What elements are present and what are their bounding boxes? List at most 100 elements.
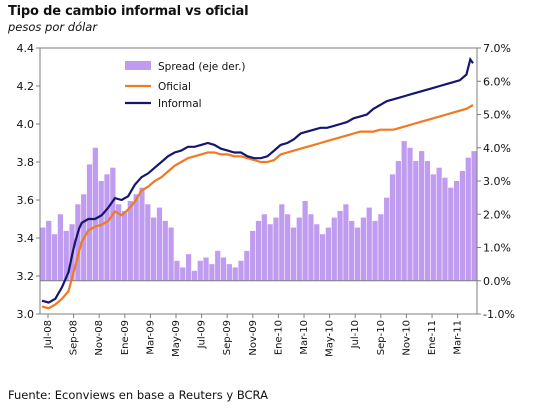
x-axis-tick-label: Sep-10 — [376, 320, 387, 355]
spread-bar — [255, 220, 262, 281]
spread-bar — [308, 214, 314, 281]
spread-bar — [337, 210, 343, 281]
right-axis-tick-label: -1.0% — [483, 308, 515, 321]
spread-bar — [378, 214, 384, 281]
spread-bar — [238, 260, 244, 281]
spread-bar — [407, 147, 413, 281]
spread-bar — [360, 217, 366, 281]
legend: Spread (eje der.) Oficial Informal — [125, 61, 246, 110]
spread-bar — [127, 200, 133, 281]
spread-bar — [151, 217, 157, 281]
spread-bar — [261, 214, 267, 281]
spread-bar — [191, 270, 198, 281]
spread-bar — [46, 220, 52, 281]
spread-bar — [162, 220, 168, 281]
right-axis: -1.0% 0.0% 1.0% 2.0% 3.0% 4.0% 5.0% 6.0% 7.0% — [477, 42, 515, 321]
spread-bar — [267, 224, 273, 281]
spread-bar — [354, 227, 361, 281]
spread-bar — [232, 267, 238, 281]
x-axis-tick-label: May-10 — [325, 320, 336, 357]
x-axis-tick-label: Nov-08 — [94, 320, 105, 356]
left-axis: 3.0 3.2 3.4 3.6 3.8 4.0 4.2 4.4 — [17, 42, 40, 321]
spread-bar — [40, 227, 46, 281]
legend-label-spread: Spread (eje der.) — [158, 61, 246, 73]
legend-swatch-spread — [125, 61, 151, 70]
x-axis-tick-label: Sep-09 — [222, 320, 233, 355]
x-axis-tick-label: Nov-10 — [401, 320, 412, 356]
spread-bar — [215, 250, 221, 281]
x-axis-tick-label: Ene-09 — [120, 320, 131, 355]
spread-bar — [389, 174, 396, 281]
left-axis-tick-label: 3.8 — [17, 156, 35, 169]
spread-bar — [436, 167, 442, 281]
spread-bar — [98, 181, 104, 281]
right-axis-tick-label: 4.0% — [483, 142, 511, 155]
series-line-oficial — [41, 104, 474, 310]
spread-bar — [302, 200, 308, 281]
x-axis: Jul-08 Sep-08 Nov-08 Ene-09 Mar-09 May-09 Jul-… — [43, 314, 464, 357]
left-axis-tick-label: 3.4 — [17, 232, 35, 245]
x-axis-tick-label: Mar-11 — [453, 320, 464, 355]
spread-bar — [220, 257, 227, 281]
x-axis-tick-label: Ene-11 — [427, 320, 438, 355]
spread-bar — [145, 204, 151, 281]
spread-bar — [424, 161, 431, 281]
series-line-informal — [41, 56, 474, 304]
spread-bar — [168, 227, 174, 281]
left-axis-tick-label: 3.6 — [17, 194, 35, 207]
legend-label-oficial: Oficial — [158, 81, 191, 93]
spread-bar — [51, 234, 58, 281]
spread-bar — [296, 217, 302, 281]
right-axis-tick-label: 1.0% — [483, 242, 511, 255]
left-axis-tick-label: 3.2 — [17, 270, 35, 283]
legend-label-informal: Informal — [158, 98, 202, 110]
spread-bar — [57, 214, 64, 281]
right-axis-tick-label: 2.0% — [483, 208, 511, 221]
spread-bar — [401, 141, 407, 281]
spread-bar — [63, 230, 69, 281]
right-axis-tick-label: 6.0% — [483, 75, 511, 88]
spread-bar — [250, 230, 256, 281]
spread-bar — [174, 260, 180, 281]
spread-bar — [343, 204, 349, 281]
spread-bar — [139, 187, 145, 281]
x-axis-tick-label: Jul-09 — [197, 320, 208, 349]
spread-bar — [413, 161, 419, 281]
left-axis-tick-label: 3.0 — [17, 308, 35, 321]
left-axis-tick-label: 4.2 — [17, 80, 35, 93]
spread-bar — [465, 157, 471, 281]
x-axis-tick-label: Jul-08 — [43, 320, 54, 349]
x-axis-tick-label: May-09 — [171, 320, 182, 357]
spread-bar — [372, 220, 378, 281]
chart-title: Tipo de cambio informal vs oficial — [8, 4, 249, 19]
spread-bar — [419, 151, 425, 281]
spread-bar — [331, 217, 337, 281]
spread-bar — [110, 167, 116, 281]
spread-bar — [180, 267, 186, 281]
spread-bar — [453, 181, 460, 281]
spread-bar — [471, 151, 477, 281]
spread-bar — [116, 204, 122, 281]
spread-bar — [273, 217, 279, 281]
right-axis-tick-label: 3.0% — [483, 175, 511, 188]
right-axis-tick-label: 0.0% — [483, 275, 511, 288]
spread-bar — [279, 204, 285, 281]
spread-bar — [314, 224, 320, 281]
spread-bar — [226, 264, 232, 281]
spread-bar — [92, 147, 98, 281]
spread-bar — [349, 220, 355, 281]
left-axis-tick-label: 4.0 — [17, 118, 35, 131]
x-axis-tick-label: Ene-10 — [273, 320, 284, 355]
x-axis-tick-label: Mar-09 — [145, 320, 156, 355]
left-axis-tick-label: 4.4 — [17, 42, 35, 55]
x-axis-tick-label: Sep-08 — [69, 320, 80, 355]
spread-bar — [448, 187, 454, 281]
spread-bar — [319, 234, 326, 281]
spread-bar — [442, 177, 448, 281]
chart-subtitle: pesos por dólar — [8, 20, 98, 34]
spread-bar — [395, 161, 401, 281]
spread-bar — [285, 214, 291, 281]
spread-bar — [366, 207, 372, 281]
spread-bar — [290, 227, 297, 281]
